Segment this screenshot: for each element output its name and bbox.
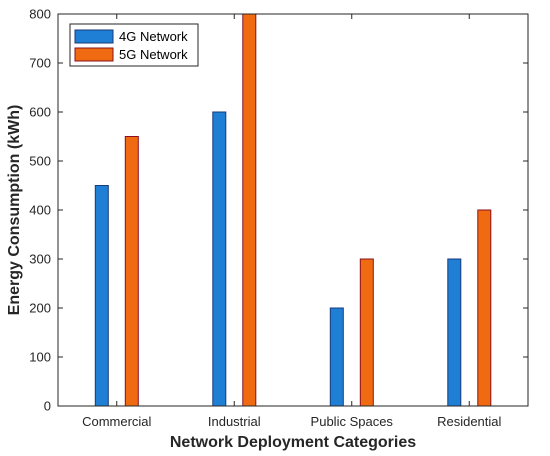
y-tick-label: 0 [44, 399, 51, 414]
x-axis-title: Network Deployment Categories [170, 434, 416, 451]
y-tick-label: 500 [29, 154, 51, 169]
legend-swatch-5g [74, 47, 114, 62]
bar-4g-residential [447, 258, 462, 406]
bar-4g-commercial [94, 185, 109, 406]
tick-labels-layer: 0 100 200 300 400 500 600 700 800 Commercial Indus… [29, 7, 501, 430]
y-tick-label: 700 [29, 56, 51, 71]
bar-5g-residential [477, 209, 492, 406]
y-tick-label: 200 [29, 301, 51, 316]
x-tick-label: Commercial [82, 414, 151, 429]
y-axis-title: Energy Consumption (kWh) [6, 105, 23, 316]
y-tick-label: 400 [29, 203, 51, 218]
ticks-layer [58, 13, 528, 407]
bar-4g-industrial [212, 111, 227, 406]
y-tick-label: 300 [29, 252, 51, 267]
x-tick-label: Residential [437, 414, 501, 429]
bar-4g-public-spaces [329, 307, 344, 406]
bars-layer [94, 14, 492, 406]
legend-label-4g: 4G Network [119, 29, 188, 44]
y-tick-label: 600 [29, 105, 51, 120]
x-tick-label: Public Spaces [311, 414, 394, 429]
bar-5g-commercial [124, 136, 139, 406]
y-tick-label: 100 [29, 350, 51, 365]
x-tick-label: Industrial [208, 414, 261, 429]
legend-swatch-4g [74, 29, 114, 44]
legend: 4G Network 5G Network [69, 23, 199, 67]
y-tick-label: 800 [29, 7, 51, 22]
bar-5g-industrial [242, 14, 257, 406]
legend-label-5g: 5G Network [119, 47, 188, 62]
bar-5g-public-spaces [359, 258, 374, 406]
